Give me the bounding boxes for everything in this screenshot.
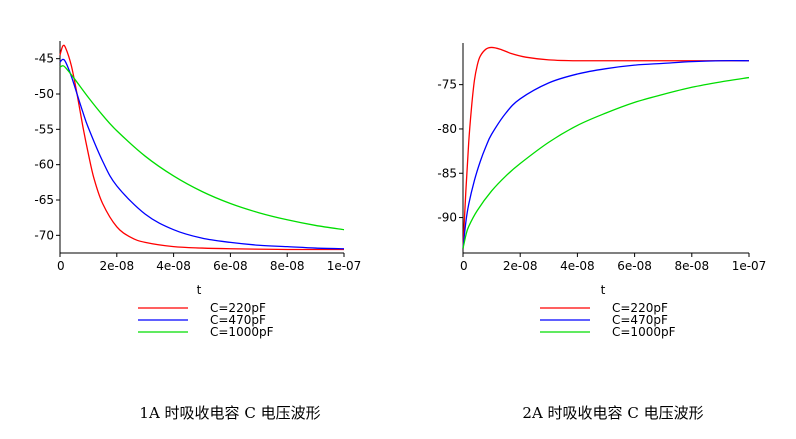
y-tick-label: -60 [34, 158, 54, 172]
series-line-c-470pf [59, 58, 345, 250]
figure-caption: 2A 时吸收电容 C 电压波形 [522, 404, 703, 422]
x-axis-label: t [197, 283, 202, 297]
y-tick-label: -50 [34, 87, 54, 101]
series-line-c-220pf [59, 44, 345, 251]
legend-label: C=470pF [210, 313, 266, 327]
x-tick-label: 4e-08 [560, 259, 595, 273]
series-line-c-1000pf [462, 76, 750, 249]
y-tick-label: -90 [437, 211, 457, 225]
x-tick-label: 2e-08 [503, 259, 538, 273]
legend-label: C=1000pF [210, 325, 274, 339]
y-tick-label: -45 [34, 52, 54, 66]
x-tick-label: 0 [57, 259, 65, 273]
y-tick-label: -55 [34, 122, 54, 136]
series-line-c-470pf [462, 60, 750, 249]
x-tick-label: 8e-08 [270, 259, 305, 273]
y-tick-label: -85 [437, 166, 457, 180]
x-axis-label: t [601, 283, 606, 297]
x-tick-label: 4e-08 [156, 259, 191, 273]
x-tick-label: 0 [460, 259, 468, 273]
y-tick-label: -80 [437, 122, 457, 136]
legend-label: C=220pF [612, 301, 668, 315]
series-line-c-1000pf [59, 65, 345, 231]
x-tick-label: 1e-07 [327, 259, 362, 273]
series-line-c-220pf [462, 46, 749, 249]
y-tick-label: -75 [437, 78, 457, 92]
chart-2a-voltage: -75-80-85-900 2e-08 4e-08 6e-08 8e-08 1e-07tC… [437, 43, 766, 422]
chart-1a-voltage: -45 -50 -55 -60 -65 -70 0 2e-08 4e-08 6e-08 8e-08 1… [34, 41, 361, 422]
x-tick-label: 6e-08 [617, 259, 652, 273]
legend-label: C=1000pF [612, 325, 676, 339]
figure-caption: 1A 时吸收电容 C 电压波形 [139, 404, 320, 422]
x-tick-label: 8e-08 [674, 259, 709, 273]
legend-label: C=220pF [210, 301, 266, 315]
x-tick-label: 2e-08 [99, 259, 134, 273]
y-tick-label: -65 [34, 193, 54, 207]
legend-label: C=470pF [612, 313, 668, 327]
x-tick-label: 1e-07 [732, 259, 767, 273]
x-tick-label: 6e-08 [213, 259, 248, 273]
y-tick-label: -70 [34, 228, 54, 242]
